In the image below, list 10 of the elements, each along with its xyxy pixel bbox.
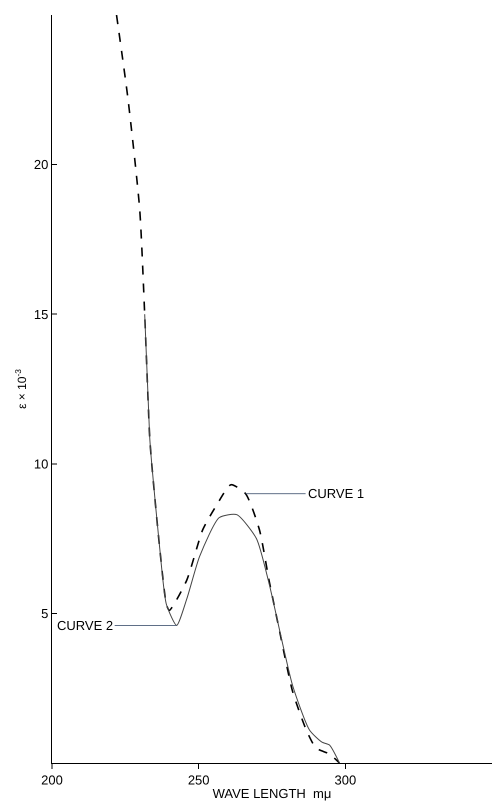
y-tick-label: 5 (41, 606, 48, 621)
x-tick-label: 300 (334, 772, 356, 788)
annotation: CURVE 2 (57, 618, 114, 633)
y-tick-label: 20 (34, 157, 48, 172)
x-axis-title: WAVE LENGTH mμ (212, 786, 332, 802)
x-tick-label: 200 (41, 772, 63, 788)
x-tick-label: 250 (188, 772, 210, 788)
y-tick-label: 15 (34, 306, 48, 322)
y-tick-label: 10 (34, 456, 48, 472)
annotation: CURVE 1 (308, 486, 364, 501)
